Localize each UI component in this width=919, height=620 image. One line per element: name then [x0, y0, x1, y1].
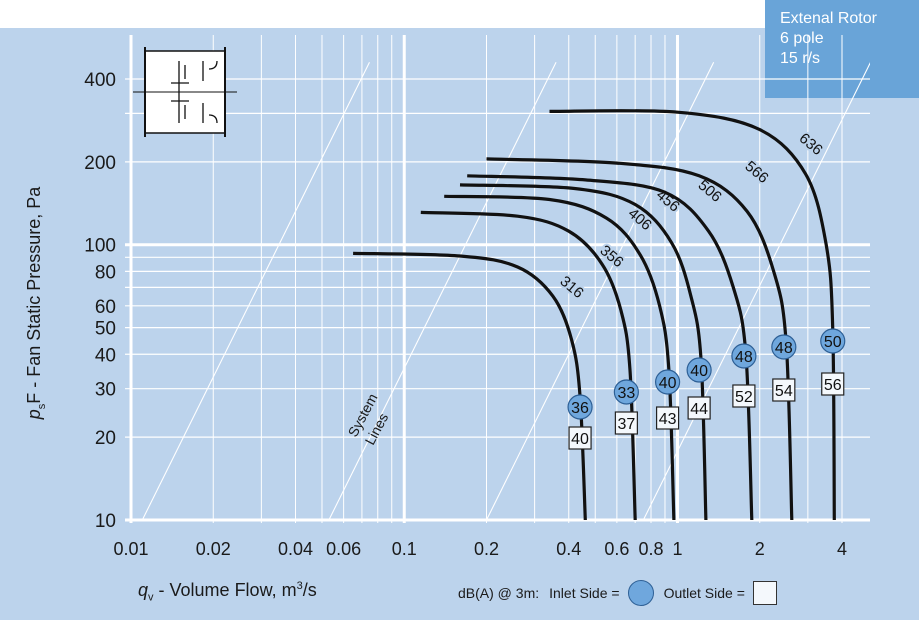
x-tick-4: 0.1: [392, 539, 417, 559]
legend-outlet-marker: [752, 581, 777, 605]
x-axis-superscript: 3: [296, 580, 303, 592]
y-tick-5: 60: [95, 297, 116, 318]
tick-labels: 0.01 0.02 0.04 0.06 0.1 0.2 0.4 0.6 0.8 1 2 4 10 20 30…: [84, 70, 847, 559]
outlet-dba-value-316: 40: [571, 431, 589, 448]
legend-inlet-marker: [627, 580, 654, 606]
inlet-dba-value-406: 40: [659, 375, 677, 392]
curve-label-406: 406: [625, 205, 655, 234]
inlet-dba-marker-456: [686, 357, 712, 383]
x-tick-2: 0.04: [278, 539, 313, 559]
inlet-dba-marker-566: [771, 334, 797, 360]
x-tick-11: 4: [837, 539, 847, 559]
x-tick-6: 0.4: [556, 539, 581, 559]
x-tick-8: 0.8: [638, 539, 663, 559]
y-axis-label: psF - Fan Static Pressure, Pa: [24, 187, 48, 420]
outlet-dba-marker-316: [568, 426, 592, 450]
x-axis-text: - Volume Flow, m: [158, 580, 297, 600]
inlet-dba-marker-636: [820, 328, 846, 354]
x-tick-5: 0.2: [474, 539, 499, 559]
inlet-dba-value-456: 40: [690, 363, 708, 380]
legend-inlet-label: Inlet Side =: [549, 585, 620, 601]
outlet-dba-value-566: 54: [775, 383, 793, 400]
fan-curve-456: [459, 183, 708, 521]
fan-curve-406: [444, 194, 676, 521]
system-line-1: [328, 62, 557, 521]
x-tick-7: 0.6: [604, 539, 629, 559]
inlet-dba-value-316: 36: [571, 400, 589, 417]
outlet-dba-value-356: 37: [617, 416, 635, 433]
curve-label-636: 636: [796, 130, 826, 159]
legend-outlet-label: Outlet Side =: [663, 585, 745, 601]
inlet-dba-marker-356: [613, 379, 639, 405]
inlet-dba-marker-506: [731, 343, 757, 369]
y-tick-2: 30: [95, 380, 116, 401]
fan-curve-316: [353, 251, 587, 521]
inlet-dba-value-566: 48: [775, 340, 793, 357]
y-tick-4: 50: [95, 319, 116, 340]
x-axis-subscript: v: [148, 591, 154, 604]
fan-housing-icon: [133, 47, 237, 137]
y-axis-symbol: p: [24, 409, 45, 420]
outlet-dba-marker-566: [772, 378, 796, 402]
x-tick-1: 0.02: [196, 539, 231, 559]
x-axis-symbol: q: [138, 580, 149, 600]
badge-speed: 15 r/s: [780, 50, 821, 67]
outlet-dba-marker-506: [732, 384, 756, 408]
x-tick-3: 0.06: [326, 539, 361, 559]
system-line-2: [486, 62, 715, 521]
outlet-dba-value-636: 56: [824, 377, 842, 394]
system-lines: [141, 62, 870, 521]
outlet-dba-value-406: 43: [659, 411, 677, 428]
inlet-dba-marker-406: [654, 369, 681, 395]
fan-curve-566: [486, 157, 794, 521]
inlet-dba-value-506: 48: [735, 349, 753, 366]
fan-curve-636: [549, 109, 836, 521]
x-axis-unit-tail: /s: [302, 580, 317, 600]
x-tick-9: 1: [672, 539, 682, 559]
outlet-dba-marker-456: [687, 396, 711, 420]
legend: dB(A) @ 3m: Inlet Side = Outlet Side =: [458, 580, 777, 606]
curve-label-316: 316: [557, 273, 587, 302]
x-tick-0: 0.01: [113, 539, 148, 559]
y-tick-0: 10: [95, 511, 116, 532]
motor-spec-badge: Extenal Rotor 6 pole 15 r/s: [765, 0, 919, 98]
system-line-0: [141, 62, 370, 521]
dba-markers: 36 40 33 37 40 43 40 44 48 52 48 54 50 56: [567, 328, 846, 450]
y-tick-6: 80: [95, 262, 116, 283]
inlet-dba-value-356: 33: [617, 385, 635, 402]
y-axis-subscript: s: [35, 403, 48, 410]
y-tick-9: 400: [84, 70, 116, 91]
x-axis-label: qv - Volume Flow, m3/s: [138, 580, 317, 604]
x-tick-10: 2: [755, 539, 765, 559]
outlet-dba-value-456: 44: [690, 401, 708, 418]
outlet-dba-marker-636: [821, 372, 845, 396]
system-line-3: [642, 62, 870, 521]
badge-rotor-type: Extenal Rotor: [780, 10, 877, 27]
badge-poles: 6 pole: [780, 30, 824, 47]
legend-prefix: dB(A) @ 3m:: [458, 585, 540, 601]
outlet-dba-marker-406: [655, 406, 680, 430]
outlet-dba-value-506: 52: [735, 389, 753, 406]
inlet-dba-value-636: 50: [824, 334, 842, 351]
grid-lines: [125, 35, 870, 523]
outlet-dba-marker-356: [614, 411, 638, 435]
y-tick-1: 20: [95, 428, 116, 449]
y-axis-text: F - Fan Static Pressure, Pa: [24, 186, 45, 404]
inlet-dba-marker-316: [567, 394, 593, 420]
y-tick-3: 40: [95, 345, 116, 366]
y-tick-7: 100: [84, 236, 116, 257]
y-tick-8: 200: [84, 153, 116, 174]
fan-curve-506: [467, 174, 754, 521]
